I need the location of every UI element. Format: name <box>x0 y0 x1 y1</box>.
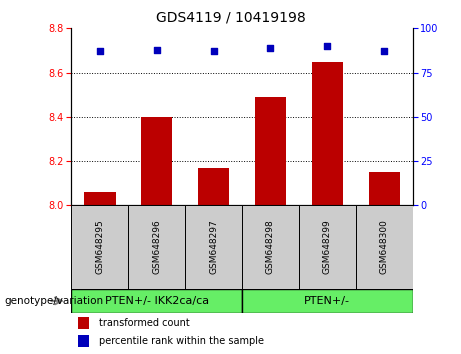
Text: GDS4119 / 10419198: GDS4119 / 10419198 <box>156 11 305 25</box>
Text: percentile rank within the sample: percentile rank within the sample <box>99 336 264 346</box>
Text: genotype/variation: genotype/variation <box>5 296 104 306</box>
Text: GSM648299: GSM648299 <box>323 219 332 274</box>
Point <box>96 48 104 54</box>
Bar <box>185 205 242 289</box>
Bar <box>128 205 185 289</box>
Bar <box>71 205 128 289</box>
Bar <box>78 317 89 329</box>
Text: GSM648300: GSM648300 <box>380 219 389 274</box>
Bar <box>198 168 229 205</box>
Bar <box>78 335 89 347</box>
Bar <box>356 205 413 289</box>
Point <box>153 47 160 52</box>
Bar <box>84 192 116 205</box>
Bar <box>299 205 356 289</box>
Text: transformed count: transformed count <box>99 318 189 328</box>
Bar <box>312 62 343 205</box>
Text: PTEN+/- IKK2ca/ca: PTEN+/- IKK2ca/ca <box>105 296 209 306</box>
Point <box>267 45 274 51</box>
Bar <box>242 205 299 289</box>
Text: GSM648298: GSM648298 <box>266 219 275 274</box>
Bar <box>255 97 286 205</box>
Bar <box>141 117 172 205</box>
Point <box>210 48 217 54</box>
Text: PTEN+/-: PTEN+/- <box>304 296 350 306</box>
Bar <box>242 289 413 313</box>
Bar <box>368 172 400 205</box>
Point <box>380 48 388 54</box>
Text: GSM648297: GSM648297 <box>209 219 218 274</box>
Bar <box>71 289 242 313</box>
Point <box>324 43 331 49</box>
Text: GSM648296: GSM648296 <box>152 219 161 274</box>
Text: GSM648295: GSM648295 <box>95 219 104 274</box>
